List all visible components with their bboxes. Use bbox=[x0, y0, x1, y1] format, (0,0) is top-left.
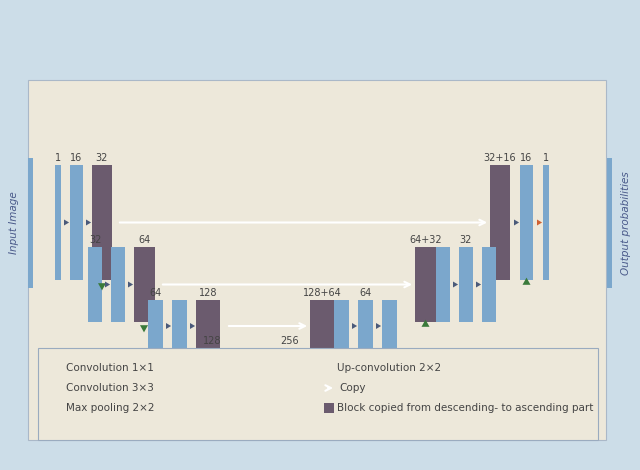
Bar bbox=[482, 247, 496, 322]
Polygon shape bbox=[140, 325, 148, 332]
Polygon shape bbox=[54, 384, 60, 392]
Polygon shape bbox=[98, 283, 106, 290]
Polygon shape bbox=[318, 350, 326, 357]
Polygon shape bbox=[105, 282, 110, 288]
Bar bbox=[55, 165, 61, 280]
Polygon shape bbox=[54, 365, 60, 371]
Text: 1: 1 bbox=[55, 153, 61, 163]
Text: 128+64: 128+64 bbox=[303, 288, 341, 298]
Polygon shape bbox=[86, 219, 91, 226]
Text: 64+32: 64+32 bbox=[409, 235, 442, 245]
Polygon shape bbox=[64, 219, 69, 226]
Text: 32: 32 bbox=[89, 235, 101, 245]
Bar bbox=[28, 158, 33, 288]
Bar bbox=[92, 165, 112, 280]
Polygon shape bbox=[537, 219, 542, 226]
Bar bbox=[436, 247, 450, 322]
Text: Convolution 1×1: Convolution 1×1 bbox=[66, 363, 154, 373]
Text: Block copied from descending- to ascending part: Block copied from descending- to ascendi… bbox=[337, 403, 593, 413]
Text: 64: 64 bbox=[138, 235, 150, 245]
Bar bbox=[88, 247, 102, 322]
Bar bbox=[310, 300, 334, 352]
Bar bbox=[607, 158, 612, 288]
Text: 16: 16 bbox=[520, 153, 532, 163]
Text: Output probabilities: Output probabilities bbox=[621, 171, 631, 275]
Text: 32: 32 bbox=[96, 153, 108, 163]
Bar bbox=[111, 247, 125, 322]
Polygon shape bbox=[54, 404, 61, 411]
Bar bbox=[415, 247, 436, 322]
Polygon shape bbox=[376, 323, 381, 329]
Polygon shape bbox=[166, 323, 171, 329]
Bar bbox=[490, 165, 510, 280]
Bar bbox=[324, 403, 334, 413]
Text: 128: 128 bbox=[203, 336, 221, 346]
Text: 16: 16 bbox=[70, 153, 83, 163]
Text: 32: 32 bbox=[460, 235, 472, 245]
Text: 64: 64 bbox=[149, 288, 162, 298]
Text: 1: 1 bbox=[543, 153, 549, 163]
Polygon shape bbox=[190, 323, 195, 329]
FancyBboxPatch shape bbox=[38, 348, 598, 440]
Polygon shape bbox=[453, 282, 458, 288]
Text: Copy: Copy bbox=[339, 383, 365, 393]
Polygon shape bbox=[522, 278, 531, 285]
Bar bbox=[334, 300, 349, 352]
Polygon shape bbox=[128, 282, 133, 288]
Bar bbox=[520, 165, 533, 280]
Bar bbox=[382, 300, 397, 352]
Polygon shape bbox=[324, 365, 332, 372]
Polygon shape bbox=[422, 320, 429, 327]
Bar bbox=[266, 348, 314, 382]
Bar bbox=[28, 80, 606, 440]
Text: Convolution 3×3: Convolution 3×3 bbox=[66, 383, 154, 393]
Text: Max pooling 2×2: Max pooling 2×2 bbox=[66, 403, 154, 413]
Text: Input Image: Input Image bbox=[9, 192, 19, 254]
Bar bbox=[200, 348, 224, 382]
Polygon shape bbox=[260, 362, 265, 368]
Polygon shape bbox=[227, 362, 232, 368]
Polygon shape bbox=[286, 380, 294, 387]
Bar bbox=[358, 300, 373, 352]
Bar bbox=[233, 348, 257, 382]
Bar bbox=[148, 300, 163, 352]
Text: 64: 64 bbox=[360, 288, 372, 298]
Polygon shape bbox=[352, 323, 357, 329]
Bar bbox=[70, 165, 83, 280]
Polygon shape bbox=[204, 355, 212, 362]
Bar bbox=[543, 165, 549, 280]
Text: 32+16: 32+16 bbox=[484, 153, 516, 163]
Bar bbox=[172, 300, 187, 352]
Bar bbox=[196, 300, 220, 352]
Text: Up-convolution 2×2: Up-convolution 2×2 bbox=[337, 363, 441, 373]
Polygon shape bbox=[514, 219, 519, 226]
Polygon shape bbox=[476, 282, 481, 288]
Bar bbox=[134, 247, 155, 322]
Bar bbox=[459, 247, 473, 322]
Text: 128: 128 bbox=[199, 288, 217, 298]
Text: 256: 256 bbox=[281, 336, 300, 346]
